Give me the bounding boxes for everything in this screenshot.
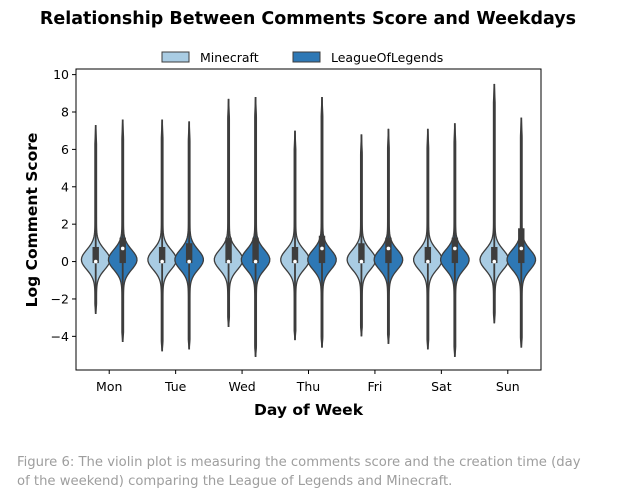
x-tick-label: Sat [431, 379, 452, 394]
plot-frame [75, 68, 542, 371]
violin-median-dot [226, 259, 231, 264]
violin-median-dot [519, 246, 524, 251]
violin-iqr-box [491, 246, 498, 264]
x-tick-label: Thu [296, 379, 320, 394]
violin-median-dot [386, 246, 391, 251]
violin-median-dot [492, 259, 497, 264]
violin-median-dot [93, 259, 98, 264]
violin-iqr-box [158, 246, 166, 264]
figure-caption: Figure 6: The violin plot is measuring t… [17, 455, 581, 489]
legend-label: LeagueOfLegends [331, 50, 443, 65]
violin-chart: Relationship Between Comments Score and … [23, 9, 576, 419]
violin-median-dot [426, 259, 430, 264]
violin-iqr-box [424, 246, 432, 264]
violin-median-dot [320, 246, 324, 251]
violin-iqr-box [119, 237, 126, 264]
y-axis: −4 −2 0 2 4 6 8 10 [51, 67, 76, 344]
y-axis-label: Log Comment Score [23, 133, 41, 308]
legend-swatch [161, 51, 190, 63]
x-axis-label: Day of Week [254, 401, 364, 419]
y-tick-label: −4 [51, 329, 69, 344]
legend-label: Minecraft [200, 50, 259, 65]
y-tick-label: 6 [61, 142, 69, 157]
x-tick-label: Mon [96, 379, 122, 394]
violin-median-dot [453, 246, 457, 251]
x-tick-label: Sun [496, 379, 520, 394]
violin-iqr-box [92, 246, 99, 264]
violin-median-dot [120, 246, 125, 251]
x-axis: Mon Tue Wed Thu Fri Sat Sun [96, 370, 520, 394]
violin-median-dot [160, 259, 164, 264]
violin-iqr-box [451, 237, 459, 264]
y-tick-label: 4 [61, 179, 69, 194]
violin-iqr-box [252, 237, 259, 264]
chart-title: Relationship Between Comments Score and … [40, 9, 576, 29]
violin-iqr-box [291, 246, 299, 264]
violin-iqr-box [358, 243, 365, 264]
y-tick-label: 0 [61, 254, 69, 269]
y-tick-label: 8 [61, 105, 69, 120]
x-tick-label: Wed [228, 379, 255, 394]
violin-median-dot [359, 259, 364, 264]
x-tick-label: Fri [367, 379, 382, 394]
legend-swatch [292, 51, 321, 63]
violin-iqr-box [185, 243, 193, 264]
x-tick-label: Tue [164, 379, 187, 394]
violin-median-dot [253, 259, 258, 264]
violins [80, 83, 537, 357]
violin-iqr-box [225, 237, 232, 264]
legend: Minecraft LeagueOfLegends [161, 50, 443, 65]
y-tick-label: 2 [61, 217, 69, 232]
violin-iqr-box [518, 228, 525, 264]
y-tick-label: −2 [51, 291, 69, 306]
violin-median-dot [293, 259, 297, 264]
violin-iqr-box [385, 237, 392, 264]
y-tick-label: 10 [53, 67, 69, 82]
violin-median-dot [187, 259, 191, 264]
